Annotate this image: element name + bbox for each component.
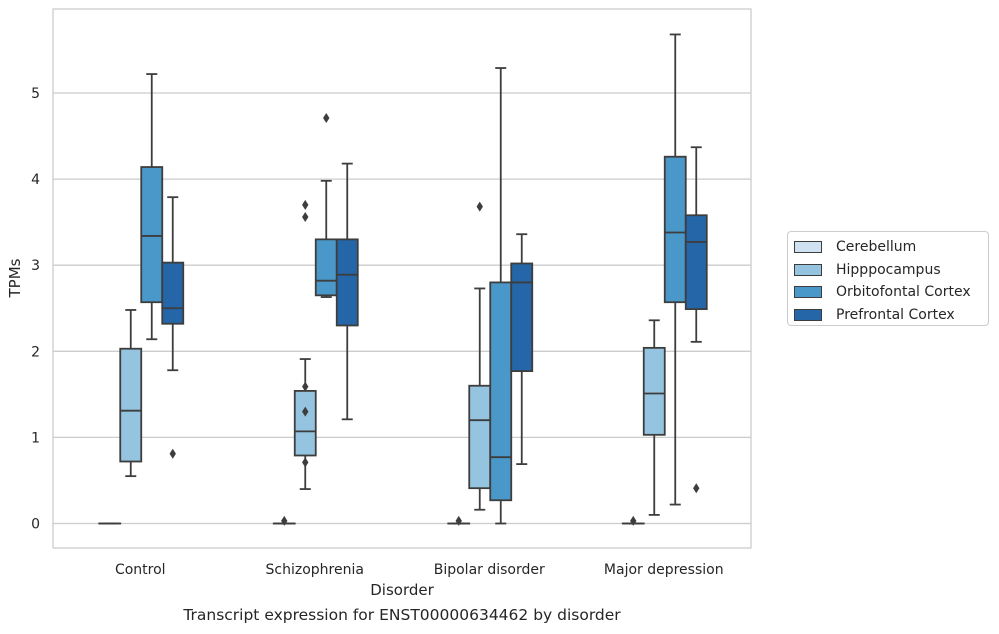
- outlier-point: [476, 201, 483, 212]
- box: [314, 238, 338, 297]
- legend-swatch: [794, 241, 822, 254]
- box-group: [468, 201, 492, 511]
- y-tick-label: 0: [31, 517, 40, 533]
- box-group: [314, 112, 338, 298]
- legend-item: Prefrontal Cortex: [794, 304, 982, 327]
- y-tick-label: 1: [31, 430, 40, 446]
- box: [468, 384, 492, 490]
- box-group: [119, 309, 143, 478]
- legend-label: Cerebellum: [836, 239, 917, 256]
- legend-swatch: [794, 308, 822, 321]
- x-tick-labels: Control Schizophrenia Bipolar disorder Majo…: [115, 562, 724, 578]
- outlier-point: [281, 515, 288, 526]
- box-layer: [98, 33, 708, 526]
- box: [335, 238, 359, 327]
- box: [119, 347, 143, 463]
- box-group: [489, 67, 513, 525]
- outlier-point: [323, 112, 330, 123]
- y-tick-label: 5: [31, 86, 40, 102]
- box-group: [663, 33, 687, 506]
- box: [293, 390, 317, 457]
- outlier-point: [693, 483, 700, 494]
- legend-item: Cerebellum: [794, 236, 982, 259]
- x-tick-label: Major depression: [604, 562, 724, 578]
- outlier-point: [302, 381, 309, 392]
- box-group: [510, 233, 534, 465]
- box: [489, 281, 513, 502]
- outlier-point: [302, 457, 309, 468]
- box-group: [447, 515, 471, 526]
- outlier-point: [169, 448, 176, 459]
- box: [663, 155, 687, 304]
- x-tick-label: Bipolar disorder: [434, 562, 545, 578]
- box-group: [335, 162, 359, 421]
- y-tick-label: 3: [31, 258, 40, 274]
- plot-area-frame: [52, 8, 752, 549]
- box-group: [642, 319, 666, 516]
- legend-label: Prefrontal Cortex: [836, 306, 955, 323]
- box-group: [621, 515, 645, 526]
- legend-swatch: [794, 263, 822, 276]
- y-tick-labels: 0 1 2 3 4 5: [31, 86, 40, 533]
- figure-caption: Transcript expression for ENST0000063446…: [183, 606, 621, 624]
- x-axis-label: Disorder: [370, 581, 434, 599]
- outlier-point: [302, 199, 309, 210]
- legend: Cerebellum Hipppocampus Orbitofontal Corte…: [787, 231, 989, 326]
- y-axis-label: TPMs: [6, 258, 24, 298]
- box-group: [293, 199, 317, 490]
- box: [140, 166, 164, 304]
- box-group: [684, 146, 708, 494]
- y-tick-label: 4: [31, 172, 40, 188]
- legend-item: Orbitofontal Cortex: [794, 281, 982, 304]
- y-tick-label: 2: [31, 344, 40, 360]
- box-group: [140, 73, 164, 341]
- box: [684, 214, 708, 311]
- box: [161, 261, 185, 325]
- outlier-point: [302, 406, 309, 417]
- legend-item: Hipppocampus: [794, 259, 982, 282]
- legend-label: Orbitofontal Cortex: [836, 284, 971, 301]
- legend-swatch: [794, 286, 822, 299]
- x-tick-label: Control: [115, 562, 166, 578]
- gridlines: [53, 92, 751, 525]
- legend-label: Hipppocampus: [836, 261, 941, 278]
- x-tick-label: Schizophrenia: [266, 562, 364, 578]
- outlier-point: [455, 515, 462, 526]
- box-group: [272, 515, 296, 526]
- outlier-point: [302, 211, 309, 222]
- box: [642, 346, 666, 436]
- outlier-point: [630, 515, 637, 526]
- box: [510, 262, 534, 373]
- box-group: [161, 196, 185, 459]
